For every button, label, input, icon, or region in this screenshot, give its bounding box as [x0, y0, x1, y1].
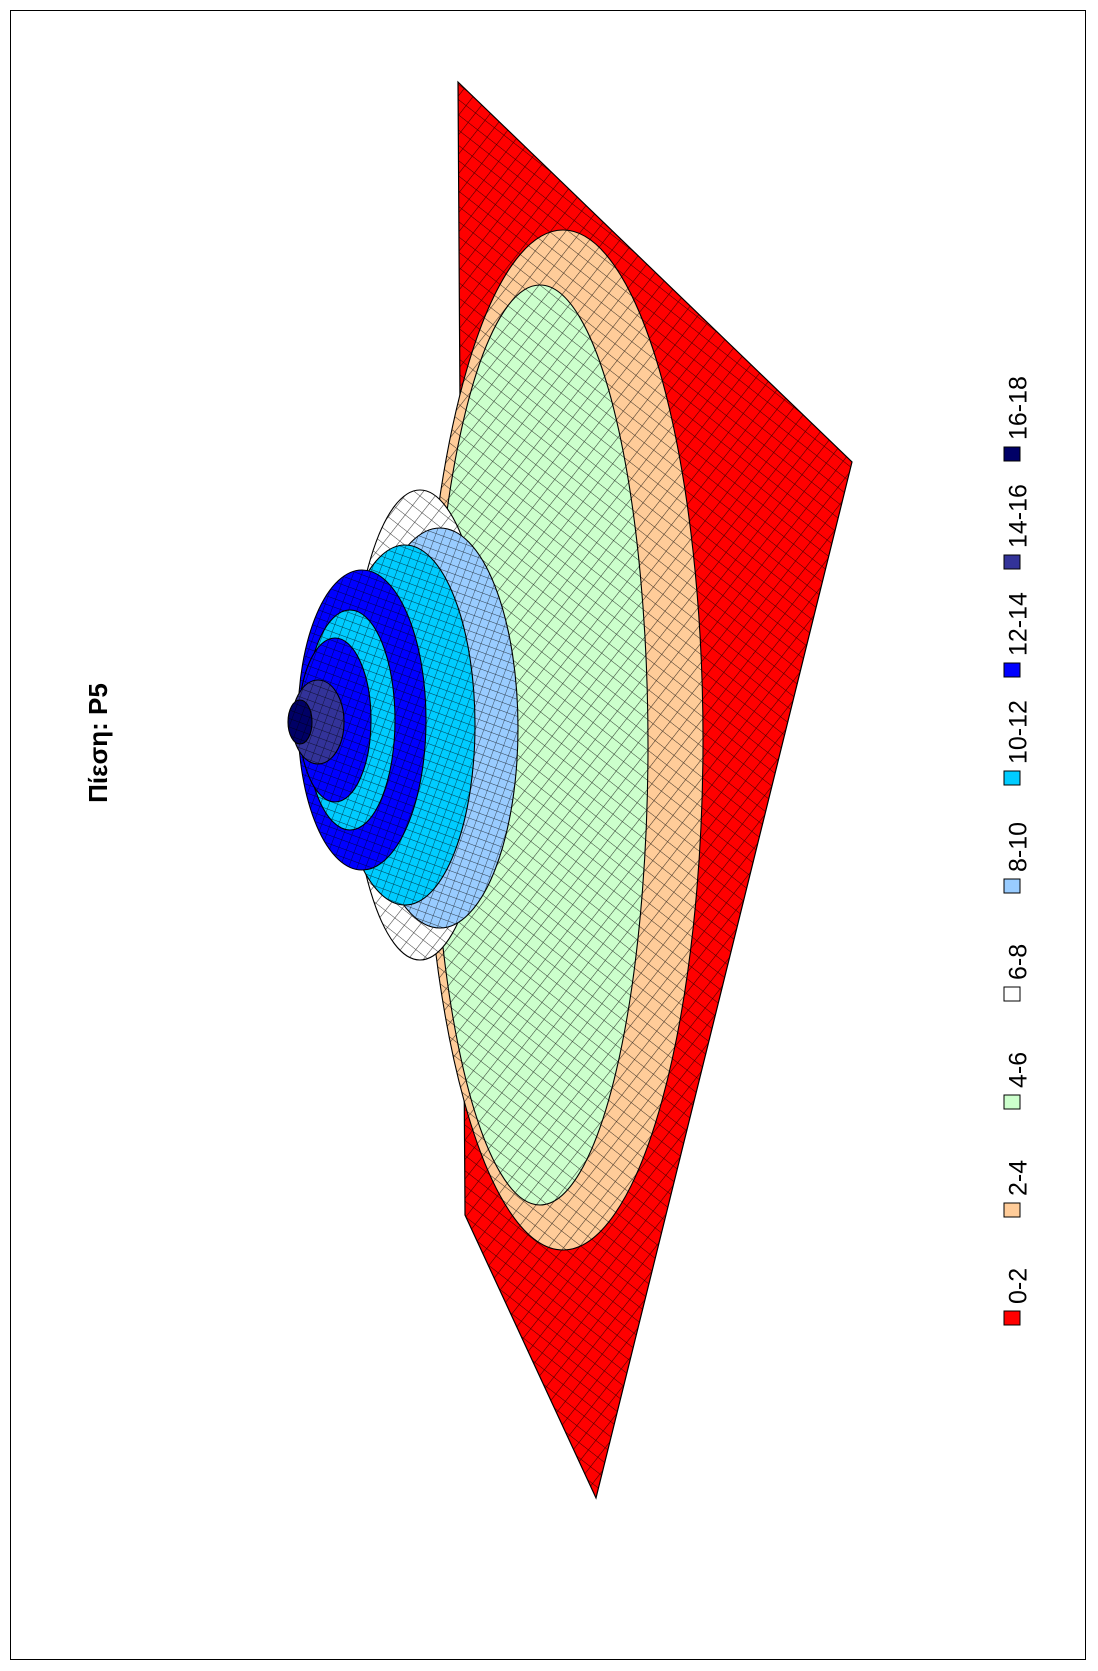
legend-swatch-2-4	[1003, 1202, 1021, 1218]
legend-label-4-6: 4-6	[1005, 1052, 1033, 1088]
legend-label-0-2: 0-2	[1005, 1268, 1033, 1304]
legend-swatch-14-16	[1003, 554, 1021, 570]
surface-mesh-14-16-ring-8	[292, 680, 344, 764]
legend-entry-0-2: 0-2	[1003, 1268, 1033, 1326]
legend-label-2-4: 2-4	[1005, 1160, 1033, 1196]
legend-label-6-8: 6-8	[1005, 944, 1033, 980]
legend-entry-16-18: 16-18	[1003, 376, 1033, 462]
legend-entry-6-8: 6-8	[1003, 944, 1033, 1002]
legend-entry-14-16: 14-16	[1003, 484, 1033, 570]
legend-label-14-16: 14-16	[1005, 484, 1033, 548]
legend-swatch-4-6	[1003, 1094, 1021, 1110]
legend-swatch-16-18	[1003, 446, 1021, 462]
surface-mesh-4-6-ring-1	[432, 285, 648, 1205]
legend-label-8-10: 8-10	[1005, 822, 1033, 872]
legend-label-16-18: 16-18	[1005, 376, 1033, 440]
legend-swatch-12-14	[1003, 662, 1021, 678]
legend-entry-12-14: 12-14	[1003, 592, 1033, 678]
legend-label-12-14: 12-14	[1005, 592, 1033, 656]
legend-swatch-0-2	[1003, 1310, 1021, 1326]
legend-swatch-8-10	[1003, 878, 1021, 894]
surface-mesh-16-18-ring-9	[288, 700, 312, 744]
legend-swatch-6-8	[1003, 986, 1021, 1002]
legend: 0-2 2-4 4-6 6-8 8-10 10-12 12-14 14-16 16-18	[1003, 376, 1033, 1326]
chart-title: Πίεση: P5	[83, 683, 113, 803]
legend-swatch-10-12	[1003, 770, 1021, 786]
legend-label-10-12: 10-12	[1005, 700, 1033, 764]
legend-entry-4-6: 4-6	[1003, 1052, 1033, 1110]
legend-entry-10-12: 10-12	[1003, 700, 1033, 786]
legend-entry-8-10: 8-10	[1003, 822, 1033, 894]
surface-plot	[287, 80, 853, 1500]
legend-entry-2-4: 2-4	[1003, 1160, 1033, 1218]
